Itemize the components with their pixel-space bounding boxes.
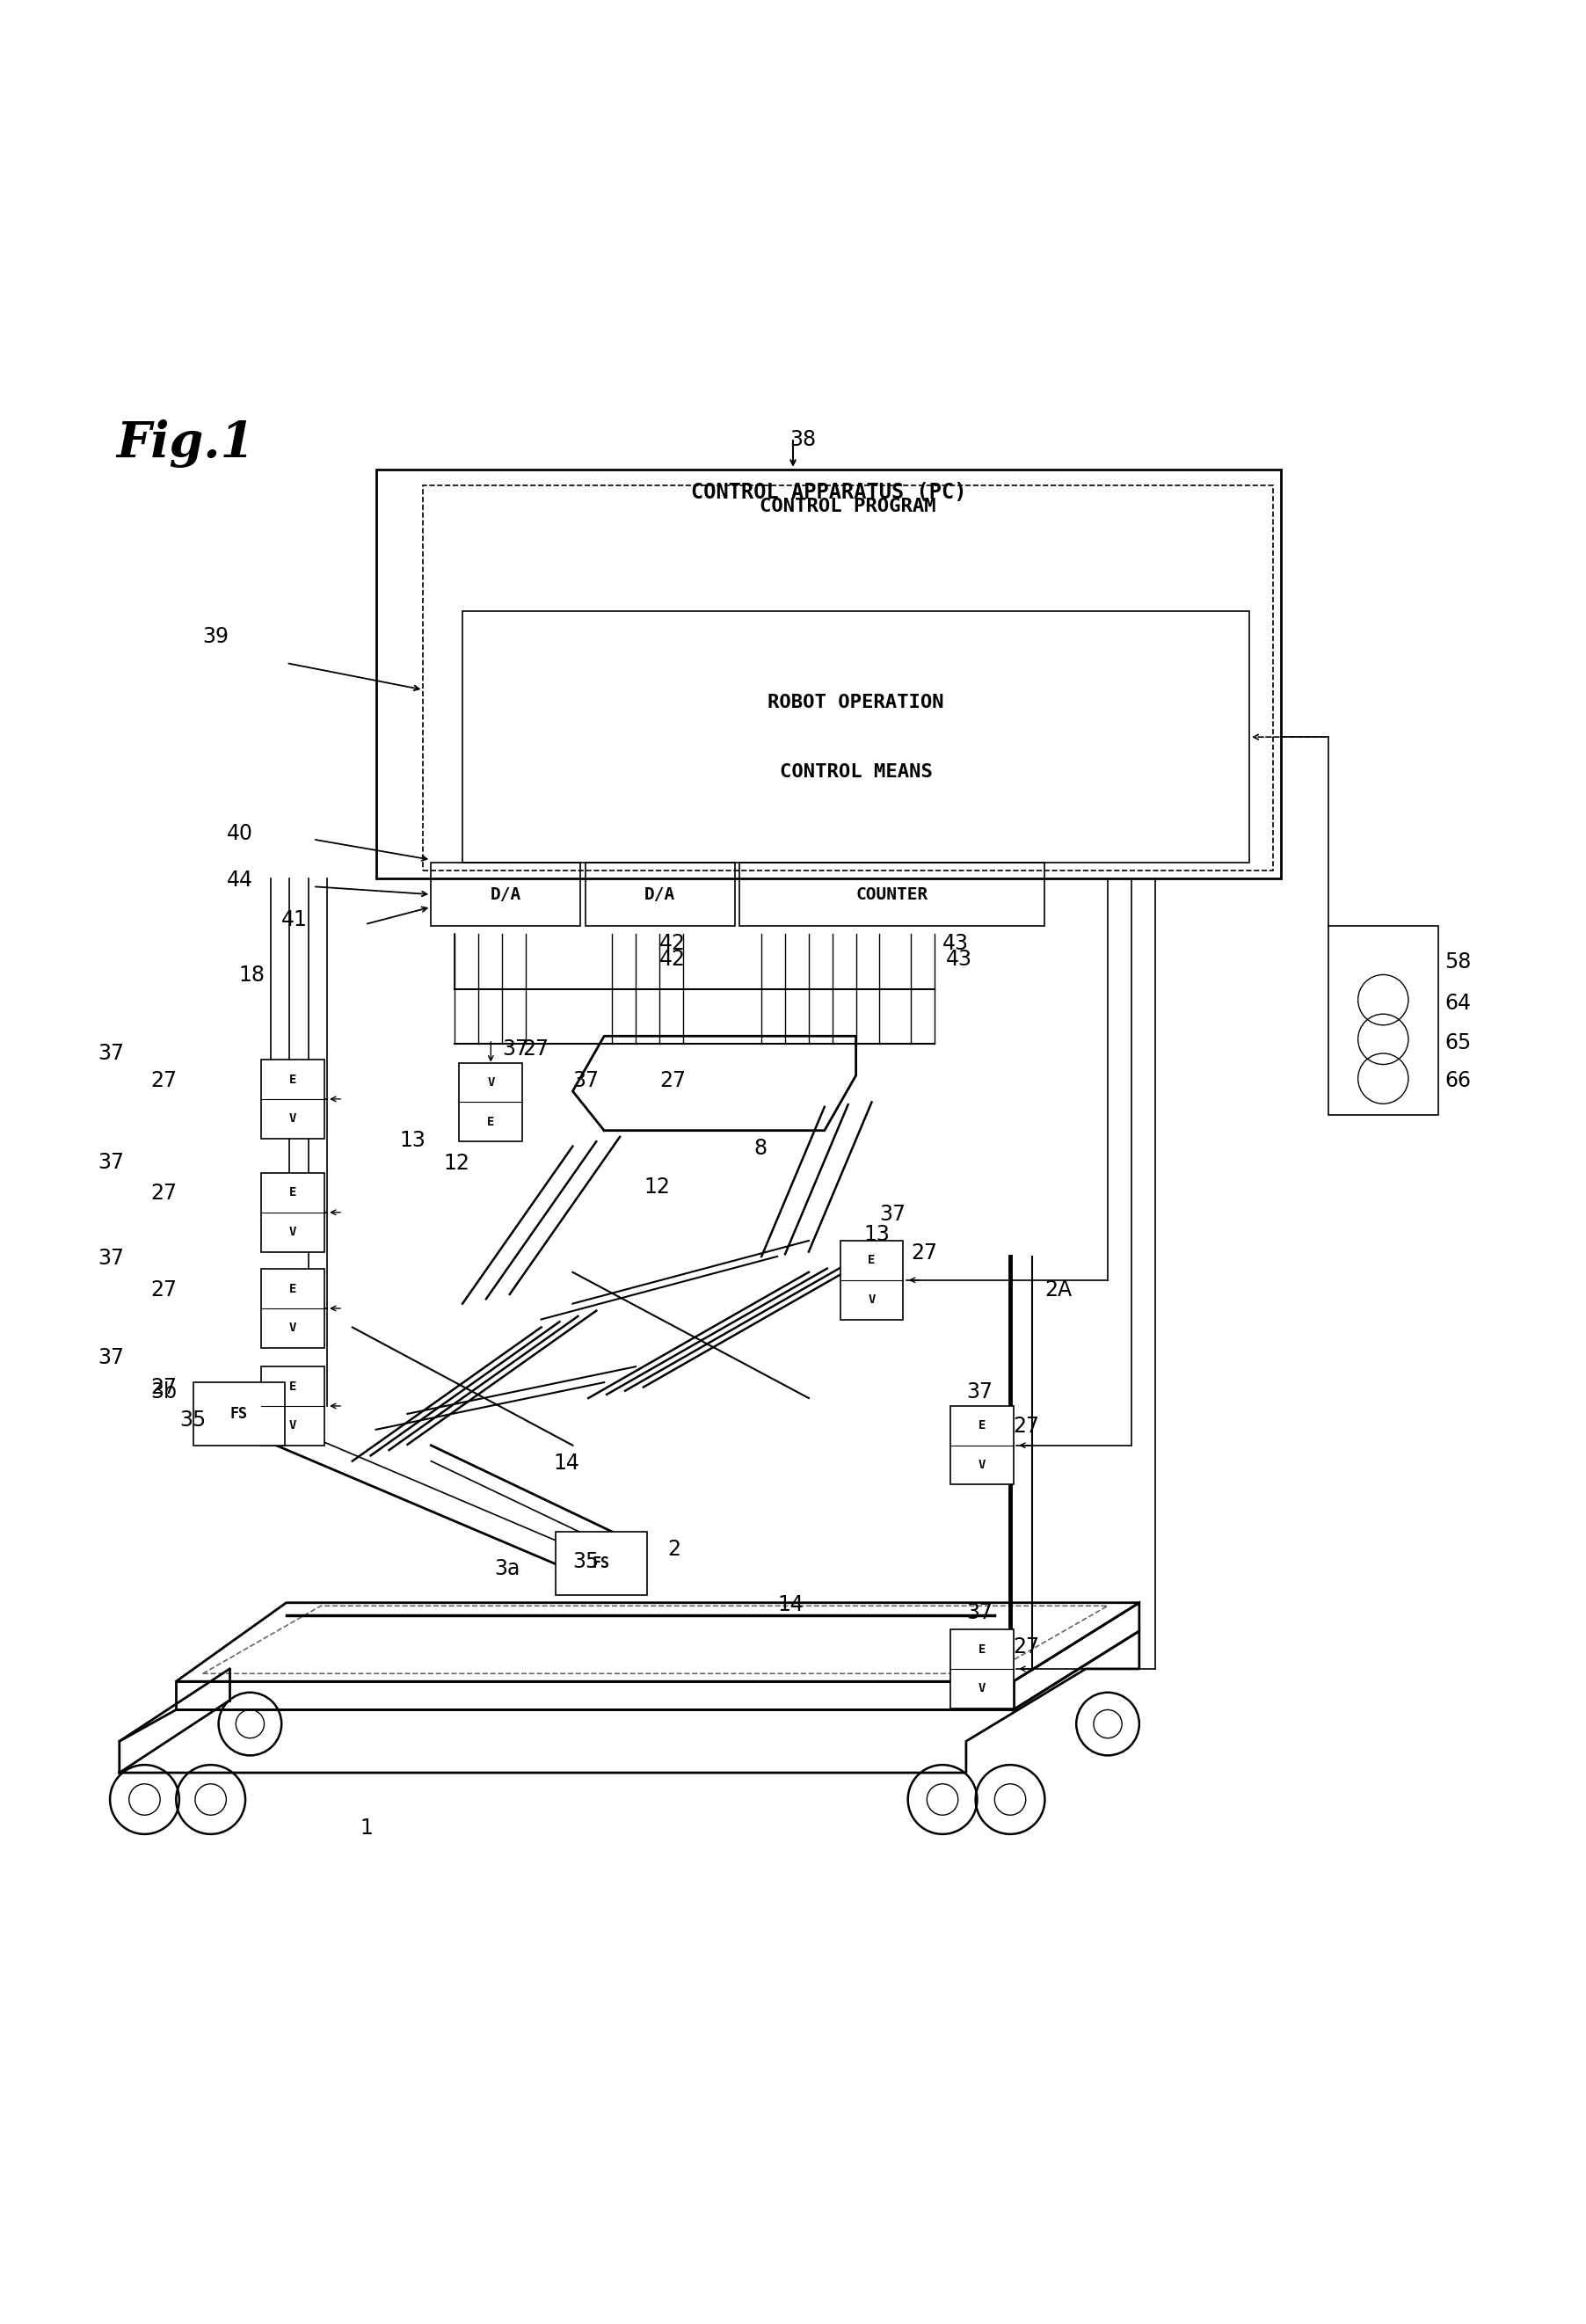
Text: 41: 41 xyxy=(282,909,308,930)
Text: 37: 37 xyxy=(966,1601,993,1622)
Text: 27: 27 xyxy=(1013,1415,1040,1436)
FancyBboxPatch shape xyxy=(950,1629,1013,1708)
Text: E: E xyxy=(487,1116,495,1127)
Text: 12: 12 xyxy=(644,1176,669,1197)
Text: 3a: 3a xyxy=(493,1557,520,1578)
Text: FS: FS xyxy=(230,1406,247,1422)
Text: 37: 37 xyxy=(97,1348,124,1369)
FancyBboxPatch shape xyxy=(460,1062,522,1141)
Text: 42: 42 xyxy=(660,948,685,969)
Text: 39: 39 xyxy=(203,625,230,646)
Text: V: V xyxy=(289,1420,297,1432)
Text: 27: 27 xyxy=(1013,1636,1040,1657)
FancyBboxPatch shape xyxy=(841,1241,902,1320)
FancyBboxPatch shape xyxy=(1327,925,1439,1116)
Text: 35: 35 xyxy=(573,1552,600,1573)
Text: 44: 44 xyxy=(227,869,252,890)
Text: 18: 18 xyxy=(239,964,265,985)
Text: V: V xyxy=(979,1683,985,1694)
Text: V: V xyxy=(979,1459,985,1471)
Text: E: E xyxy=(289,1283,297,1294)
Text: Fig.1: Fig.1 xyxy=(116,418,254,467)
Text: V: V xyxy=(289,1322,297,1334)
Text: 35: 35 xyxy=(179,1411,206,1432)
FancyBboxPatch shape xyxy=(262,1269,324,1348)
Text: CONTROL PROGRAM: CONTROL PROGRAM xyxy=(760,497,936,516)
Text: 64: 64 xyxy=(1445,992,1470,1013)
Text: V: V xyxy=(868,1294,875,1306)
Text: CONTROL APPARATUS (PC): CONTROL APPARATUS (PC) xyxy=(690,481,966,502)
Text: E: E xyxy=(868,1255,875,1267)
Text: 37: 37 xyxy=(97,1248,124,1269)
Text: COUNTER: COUNTER xyxy=(856,885,928,902)
FancyBboxPatch shape xyxy=(262,1367,324,1446)
Text: 8: 8 xyxy=(753,1136,768,1160)
Text: 37: 37 xyxy=(97,1153,124,1174)
Text: 27: 27 xyxy=(151,1069,178,1090)
Text: 14: 14 xyxy=(777,1594,804,1615)
Text: 66: 66 xyxy=(1445,1069,1470,1090)
Text: 27: 27 xyxy=(151,1183,178,1204)
Text: 27: 27 xyxy=(522,1039,549,1060)
FancyBboxPatch shape xyxy=(262,1174,324,1253)
Text: ROBOT OPERATION: ROBOT OPERATION xyxy=(768,693,944,711)
FancyBboxPatch shape xyxy=(262,1060,324,1139)
Text: 2: 2 xyxy=(668,1538,680,1559)
Text: 37: 37 xyxy=(573,1069,600,1090)
Text: 58: 58 xyxy=(1445,953,1472,974)
FancyBboxPatch shape xyxy=(555,1532,647,1594)
Text: V: V xyxy=(289,1113,297,1125)
Text: 2A: 2A xyxy=(1045,1278,1072,1299)
Text: E: E xyxy=(289,1380,297,1392)
Text: 3b: 3b xyxy=(151,1380,178,1401)
Text: E: E xyxy=(289,1074,297,1085)
Text: 43: 43 xyxy=(942,932,969,953)
Text: 27: 27 xyxy=(660,1069,685,1090)
Text: 27: 27 xyxy=(910,1243,937,1264)
Text: 43: 43 xyxy=(945,948,972,969)
Text: 37: 37 xyxy=(501,1039,528,1060)
Text: FS: FS xyxy=(592,1555,609,1571)
FancyBboxPatch shape xyxy=(950,1406,1013,1485)
Text: 12: 12 xyxy=(444,1153,469,1174)
Text: 13: 13 xyxy=(400,1129,425,1150)
Text: 27: 27 xyxy=(151,1376,178,1397)
Text: 65: 65 xyxy=(1445,1032,1472,1053)
Text: 37: 37 xyxy=(880,1204,906,1225)
Text: CONTROL MEANS: CONTROL MEANS xyxy=(780,762,933,781)
Text: 38: 38 xyxy=(790,430,817,451)
Text: 42: 42 xyxy=(660,932,685,953)
Text: 14: 14 xyxy=(554,1452,580,1473)
Text: 37: 37 xyxy=(97,1043,124,1064)
Text: 13: 13 xyxy=(864,1225,890,1246)
Text: 40: 40 xyxy=(227,823,252,844)
Text: 1: 1 xyxy=(360,1817,373,1838)
Text: E: E xyxy=(979,1420,985,1432)
Text: V: V xyxy=(487,1076,495,1088)
Text: E: E xyxy=(289,1188,297,1199)
Text: V: V xyxy=(289,1225,297,1239)
Text: D/A: D/A xyxy=(644,885,676,902)
Text: 37: 37 xyxy=(966,1380,993,1401)
Text: 27: 27 xyxy=(151,1278,178,1299)
FancyBboxPatch shape xyxy=(193,1383,284,1446)
Text: E: E xyxy=(979,1643,985,1655)
Text: D/A: D/A xyxy=(490,885,522,902)
